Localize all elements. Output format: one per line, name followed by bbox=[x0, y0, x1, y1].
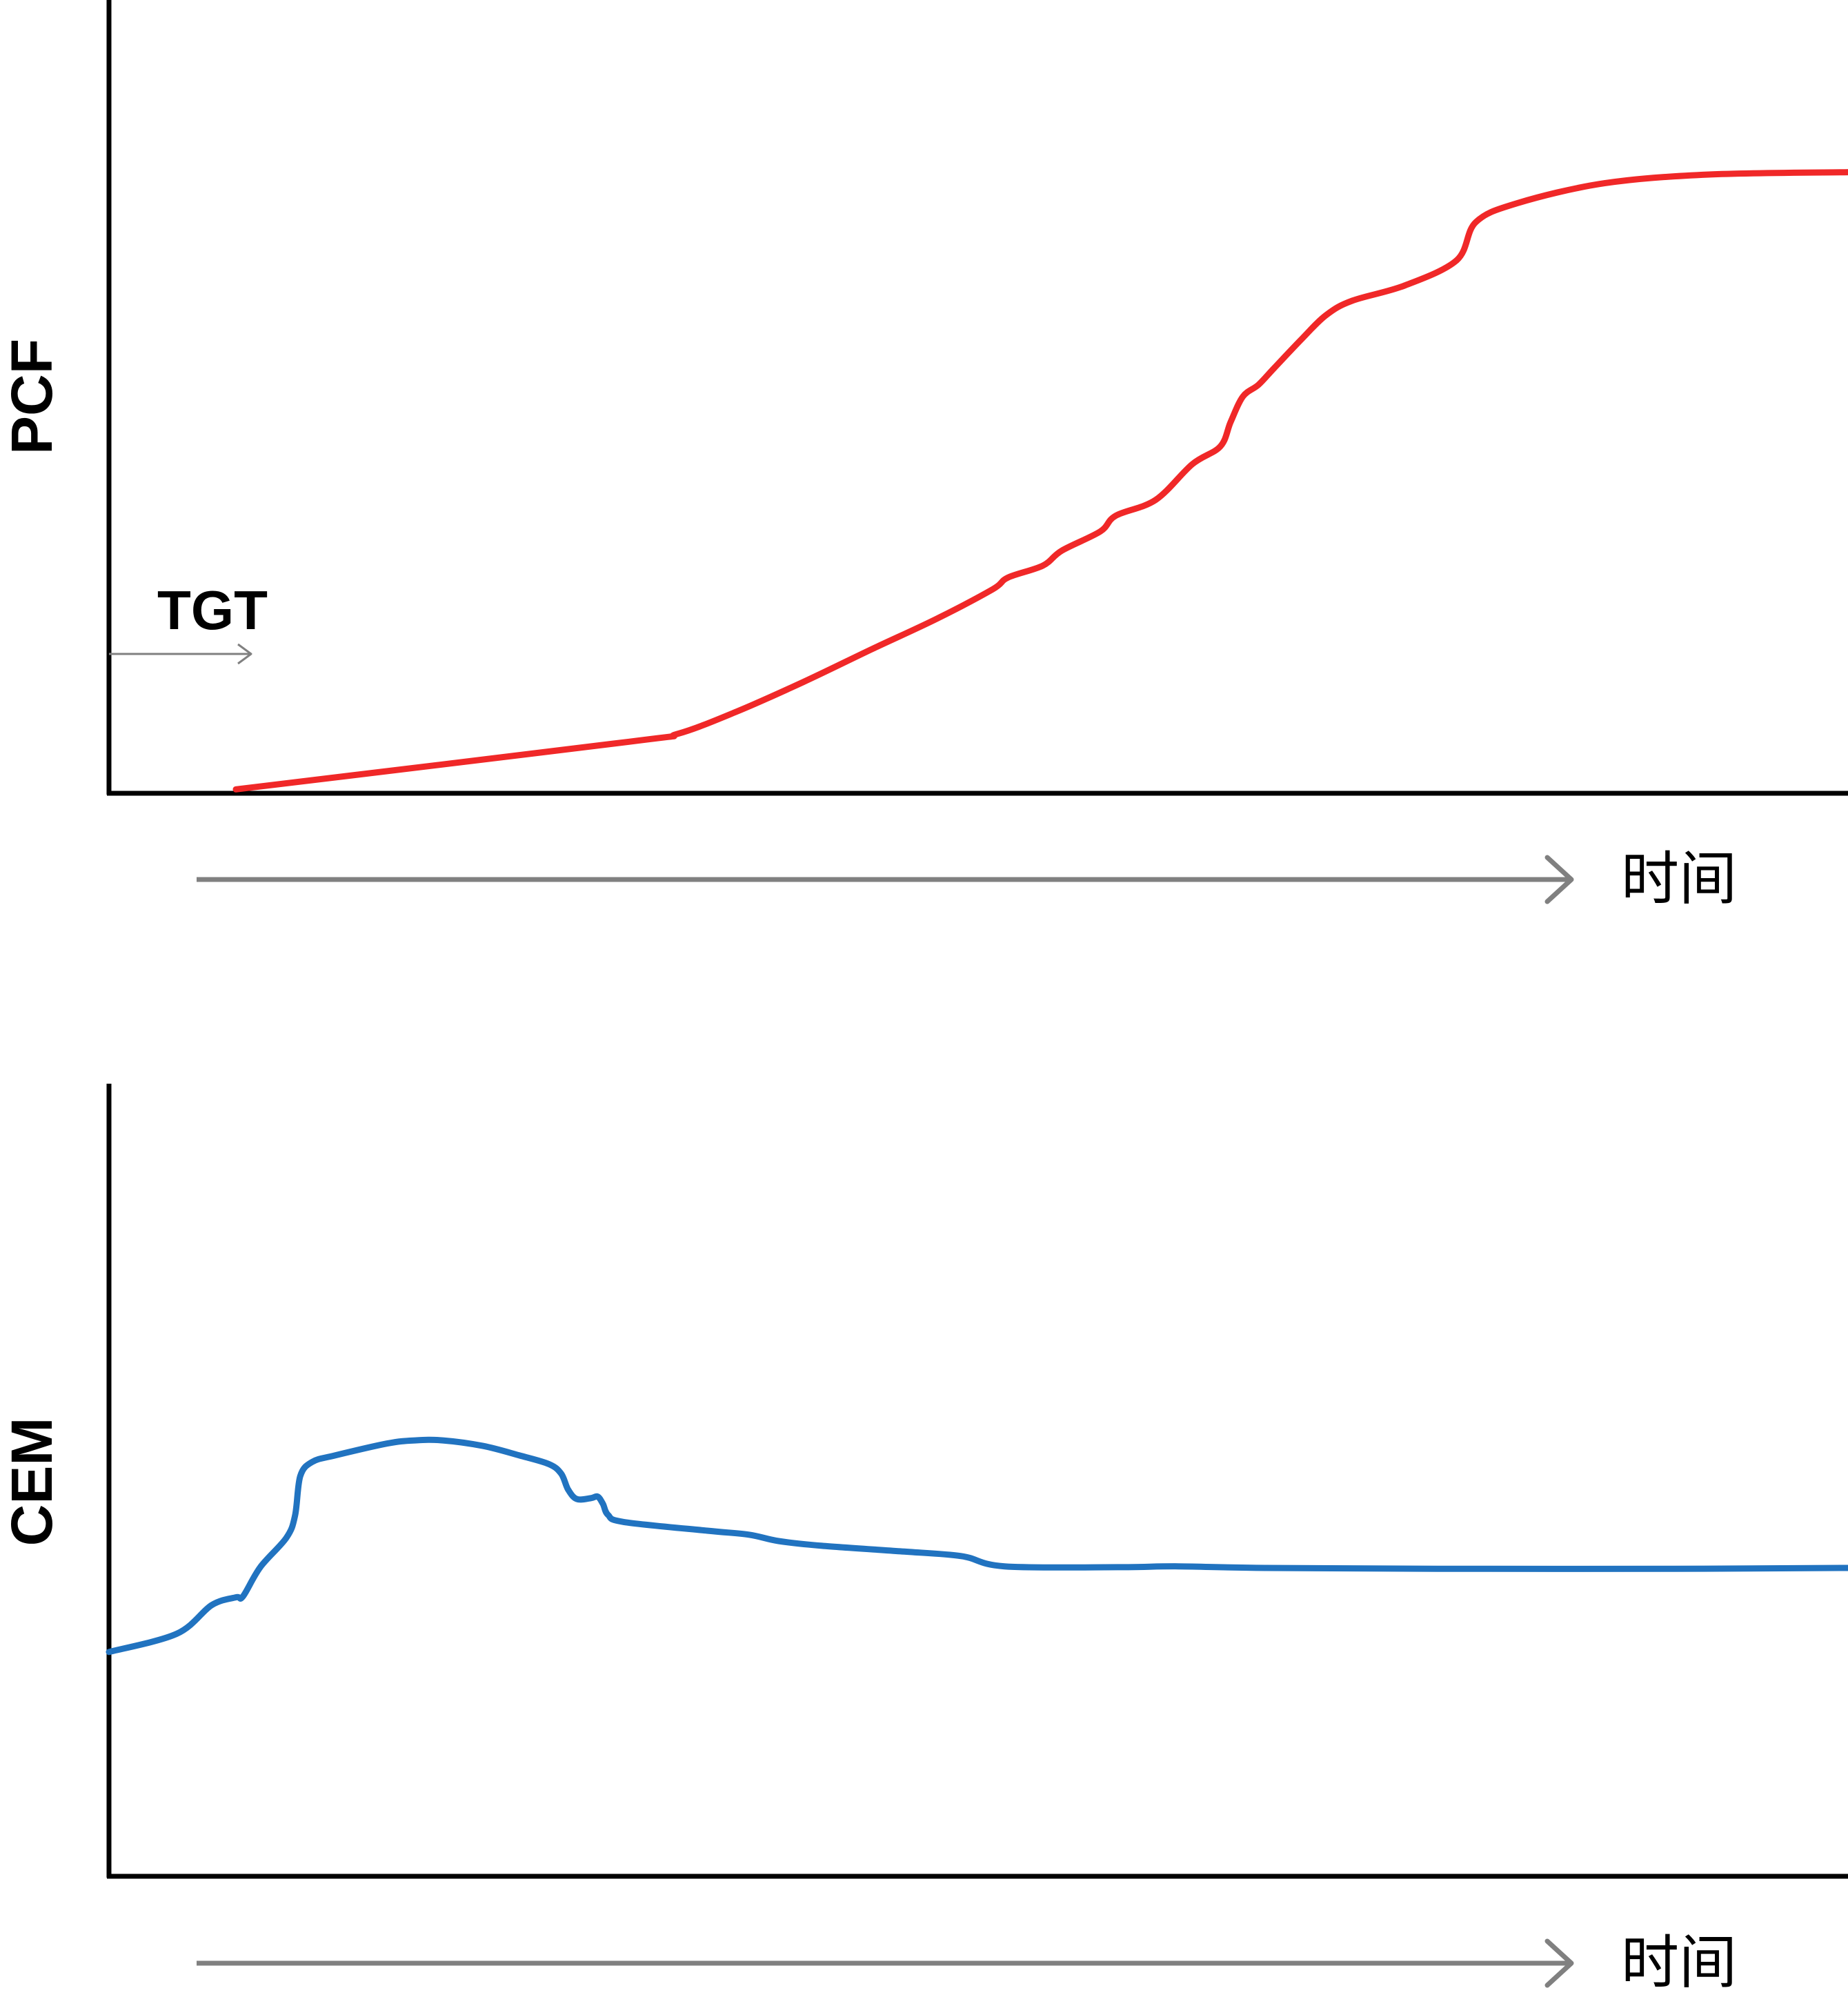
cem-time-arrow-head-icon bbox=[1544, 1938, 1574, 1988]
cem-chart: CEM 时间 bbox=[0, 1084, 1848, 1996]
pcf-series-line bbox=[232, 169, 1848, 793]
cem-y-axis-label: CEM bbox=[0, 1418, 64, 1547]
cem-x-axis-label: 时间 bbox=[1621, 1929, 1737, 1996]
pcf-x-axis-label: 时间 bbox=[1621, 845, 1737, 913]
tgt-annotation: TGT bbox=[109, 579, 268, 665]
pcf-time-axis: 时间 bbox=[197, 845, 1737, 913]
pcf-chart: PCF TGT 时间 bbox=[0, 0, 1848, 913]
cem-series-line bbox=[106, 1436, 1848, 1656]
pcf-y-axis-label: PCF bbox=[0, 339, 64, 455]
cem-time-axis: 时间 bbox=[197, 1929, 1737, 1996]
tgt-arrow-head-icon bbox=[237, 643, 252, 665]
tgt-label: TGT bbox=[157, 579, 268, 641]
pcf-time-arrow-head-icon bbox=[1544, 855, 1574, 904]
